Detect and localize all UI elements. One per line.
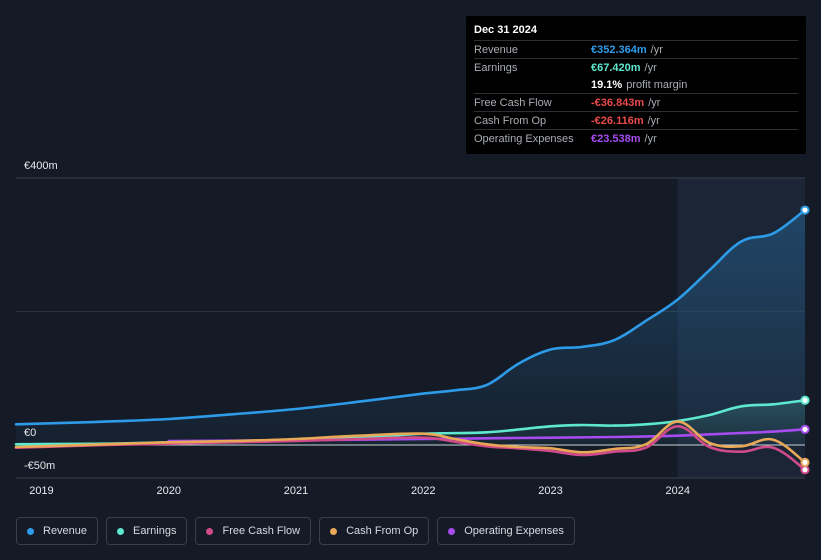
x-tick-label: 2021 [283, 485, 309, 497]
y-axis-bottom-label: -€50m [24, 460, 56, 472]
data-tooltip: Dec 31 2024 Revenue €352.364m /yr Earnin… [466, 16, 806, 154]
legend-dot-icon [117, 527, 125, 535]
legend-label: Earnings [133, 525, 177, 537]
legend-label: Operating Expenses [464, 525, 564, 537]
legend-item-earnings[interactable]: Earnings [106, 517, 188, 545]
tooltip-row-label: Earnings [474, 61, 518, 74]
tooltip-row-unit: /yr [644, 61, 657, 74]
x-tick-label: 2020 [156, 485, 181, 497]
tooltip-row-label: Free Cash Flow [474, 96, 552, 109]
tooltip-row-value: 19.1% [591, 78, 623, 91]
tooltip-row-unit: /yr [647, 114, 660, 127]
legend-dot-icon [27, 527, 34, 535]
series-line-free-cash-flow [14, 424, 807, 471]
y-axis-top-label: €400m [24, 160, 58, 172]
legend-item-free-cash-flow[interactable]: Free Cash Flow [195, 517, 312, 545]
legend-item-revenue[interactable]: Revenue [16, 517, 99, 545]
series-area-revenue [16, 210, 805, 445]
legend-label: Revenue [43, 525, 88, 537]
tooltip-row-unit: /yr [648, 96, 661, 109]
legend-dot-icon [330, 527, 338, 535]
tooltip-row-label: Revenue [474, 43, 519, 56]
series-endpoint-free-cash-flow [800, 465, 810, 475]
tooltip-row-cash-from-op: Cash From Op -€26.116m /yr [474, 111, 798, 129]
series-endpoint-cash-from-op [800, 457, 810, 467]
series-endpoint-revenue [800, 205, 810, 215]
tooltip-row-free-cash-flow: Free Cash Flow -€36.843m /yr [474, 93, 798, 111]
tooltip-row-profit-margin: 19.1% profit margin [474, 76, 798, 93]
series-endpoint-earnings [800, 395, 810, 405]
x-tick-label: 2024 [665, 485, 690, 497]
tooltip-row-value: €67.420m [591, 61, 641, 74]
series-line-cash-from-op [14, 420, 807, 464]
tooltip-date: Dec 31 2024 [474, 24, 537, 36]
tooltip-row-label: Cash From Op [474, 114, 547, 127]
tooltip-row-earnings: Earnings €67.420m /yr [474, 58, 798, 76]
tooltip-row-label: Operating Expenses [474, 132, 574, 145]
y-axis-zero-label: €0 [24, 427, 37, 439]
legend-item-operating-expenses[interactable]: Operating Expenses [437, 517, 575, 545]
tooltip-row-unit: /yr [650, 43, 663, 56]
tooltip-row-value: €352.364m [591, 43, 647, 56]
tooltip-row-value: -€26.116m [591, 114, 644, 127]
legend-dot-icon [206, 527, 214, 535]
tooltip-row-value: -€36.843m [591, 96, 645, 109]
series-line-revenue [14, 208, 807, 426]
tooltip-row-value: €23.538m [591, 132, 641, 145]
series-area-earnings [16, 400, 805, 445]
tooltip-row-revenue: Revenue €352.364m /yr [474, 40, 798, 58]
chart-legend: Revenue Earnings Free Cash Flow Cash Fro… [16, 517, 583, 545]
tooltip-row-unit: /yr [644, 132, 657, 145]
tooltip-row-operating-expenses: Operating Expenses €23.538m /yr [474, 129, 798, 147]
series-endpoint-operating-expenses [800, 424, 810, 434]
x-tick-label: 2023 [538, 485, 563, 497]
legend-label: Free Cash Flow [222, 525, 301, 537]
legend-dot-icon [448, 527, 456, 535]
tooltip-row-unit: profit margin [626, 78, 688, 91]
x-tick-label: 2019 [29, 485, 54, 497]
legend-label: Cash From Op [346, 525, 419, 537]
x-tick-label: 2022 [410, 485, 436, 497]
legend-item-cash-from-op[interactable]: Cash From Op [319, 517, 430, 545]
